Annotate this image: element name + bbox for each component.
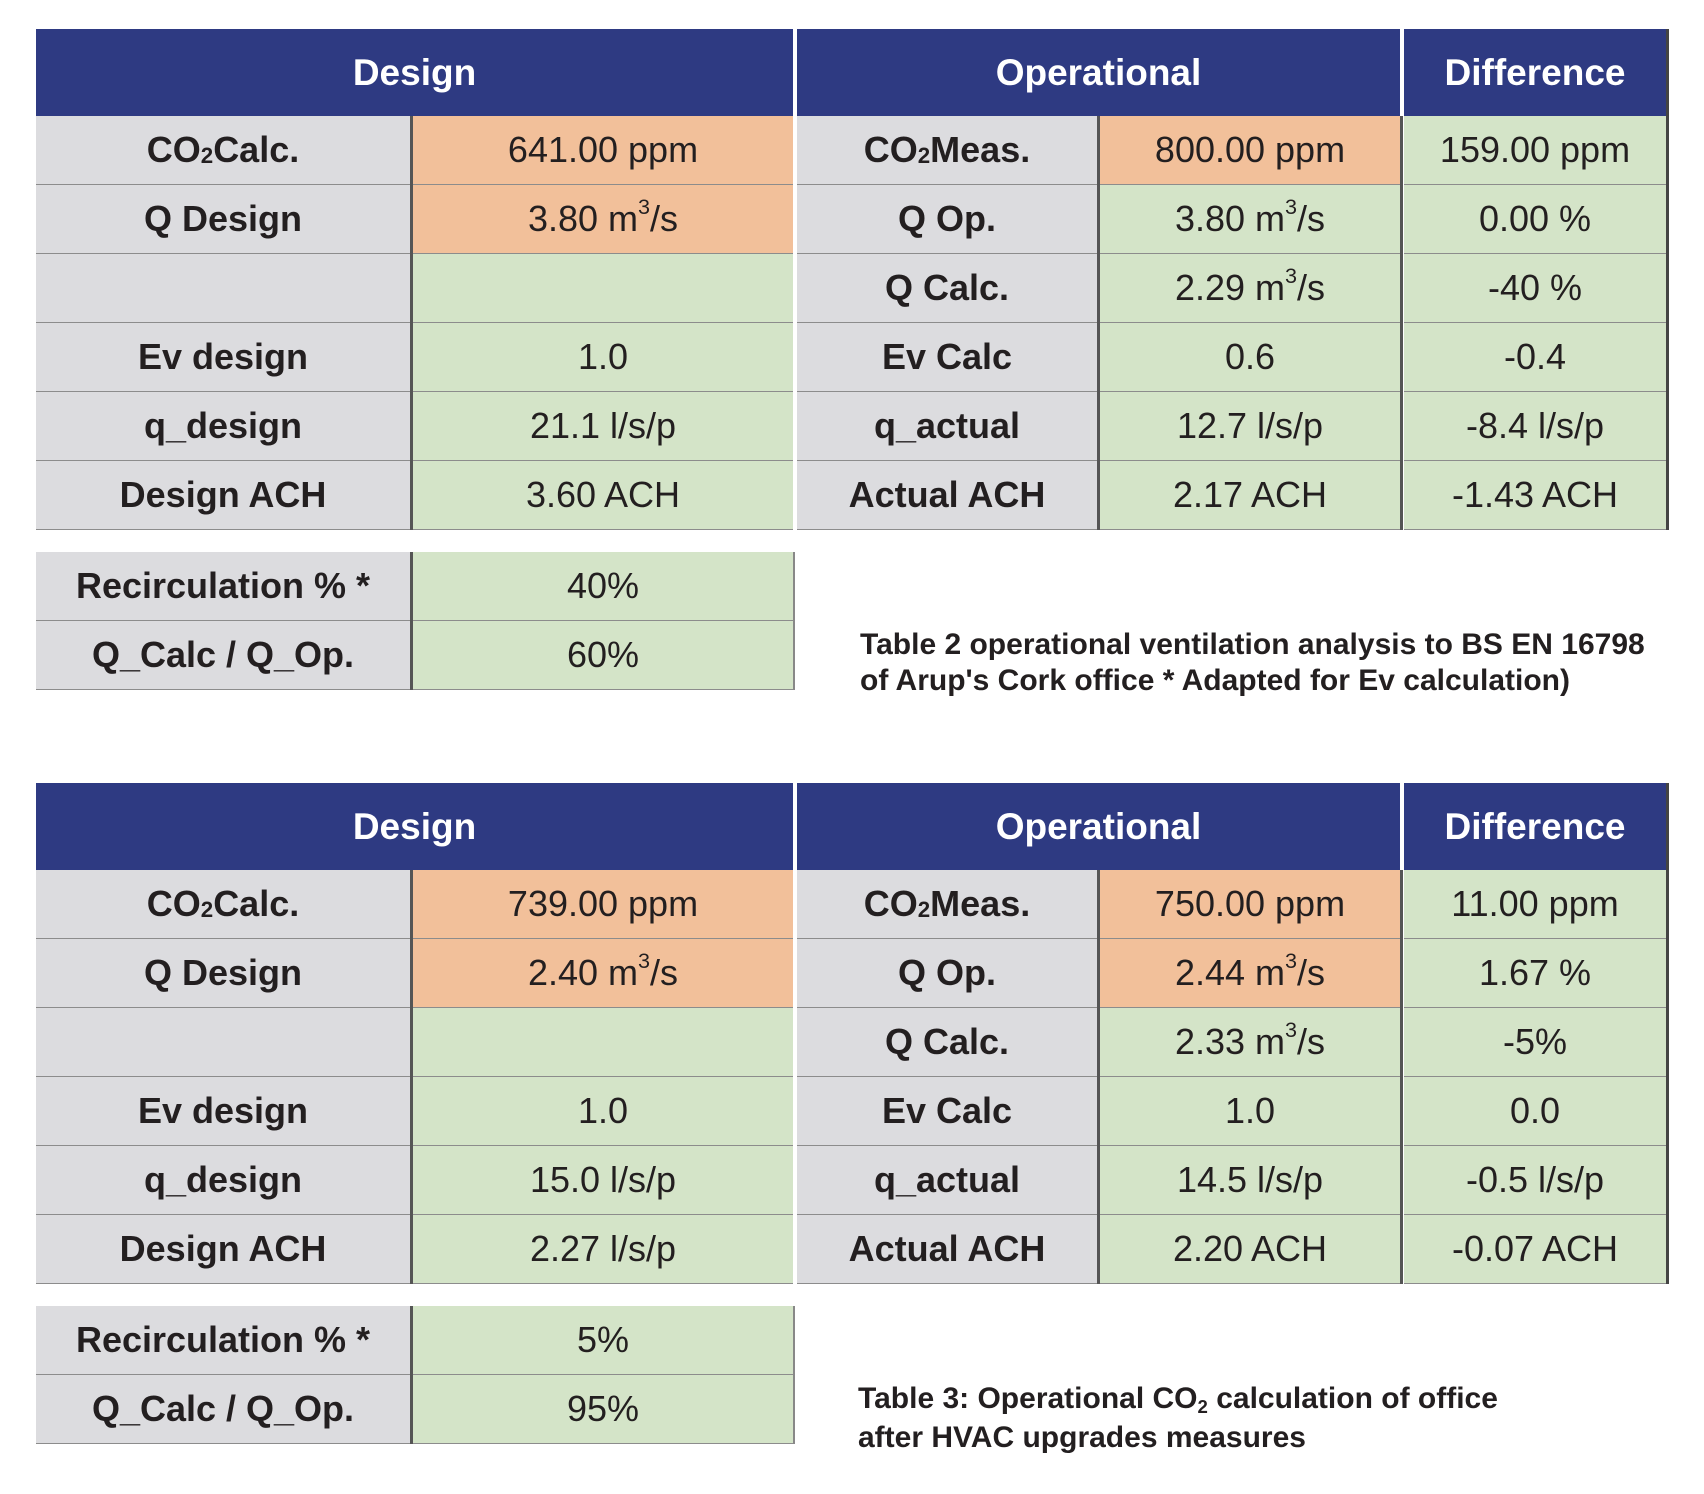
operational-label: q_actual xyxy=(797,1146,1097,1215)
operational-value: 800.00 ppm xyxy=(1100,116,1400,185)
design-value: 15.0 l/s/p xyxy=(413,1146,793,1215)
design-value: 21.1 l/s/p xyxy=(413,392,793,461)
design-label: Design ACH xyxy=(36,1215,410,1284)
table-caption: Table 2 operational ventilation analysis… xyxy=(860,627,1645,699)
difference-value: -0.07 ACH xyxy=(1404,1215,1666,1284)
column-divider xyxy=(1400,870,1403,1284)
caption-line: after HVAC upgrades measures xyxy=(858,1421,1306,1454)
operational-value: 2.44 m 3/s xyxy=(1100,939,1400,1008)
column-divider xyxy=(410,870,413,1284)
extra-value: 60% xyxy=(413,621,793,690)
operational-label: Q Calc. xyxy=(797,254,1097,323)
design-value: 641.00 ppm xyxy=(413,116,793,185)
difference-value: 159.00 ppm xyxy=(1404,116,1666,185)
operational-label: CO 2 Meas. xyxy=(797,870,1097,939)
design-label: CO 2 Calc. xyxy=(36,116,410,185)
difference-value: -0.5 l/s/p xyxy=(1404,1146,1666,1215)
operational-value: 2.33 m 3/s xyxy=(1100,1008,1400,1077)
operational-value: 12.7 l/s/p xyxy=(1100,392,1400,461)
caption-line: Table 2 operational ventilation analysis… xyxy=(860,628,1645,661)
design-label: Q Design xyxy=(36,939,410,1008)
extra-value: 95% xyxy=(413,1375,793,1444)
design-value xyxy=(413,254,793,323)
design-value: 2.40 m 3/s xyxy=(413,939,793,1008)
extra-label: Recirculation % * xyxy=(36,1306,410,1375)
difference-value: -0.4 xyxy=(1404,323,1666,392)
column-divider xyxy=(1097,870,1100,1284)
design-label xyxy=(36,254,410,323)
extra-value: 5% xyxy=(413,1306,793,1375)
extra-label: Q_Calc / Q_Op. xyxy=(36,621,410,690)
design-value: 1.0 xyxy=(413,323,793,392)
table-edge xyxy=(793,1306,795,1444)
operational-label: q_actual xyxy=(797,392,1097,461)
design-value xyxy=(413,1008,793,1077)
difference-value: 0.00 % xyxy=(1404,185,1666,254)
design-label: q_design xyxy=(36,1146,410,1215)
difference-value: 1.67 % xyxy=(1404,939,1666,1008)
column-divider xyxy=(410,1306,413,1444)
design-label: Q Design xyxy=(36,185,410,254)
caption-line: of Arup's Cork office * Adapted for Ev c… xyxy=(860,664,1570,697)
design-value: 2.27 l/s/p xyxy=(413,1215,793,1284)
operational-label: Q Op. xyxy=(797,939,1097,1008)
column-divider xyxy=(1400,116,1403,530)
table-edge xyxy=(1666,29,1669,530)
operational-value: 14.5 l/s/p xyxy=(1100,1146,1400,1215)
header-difference: Difference xyxy=(1404,29,1666,116)
operational-label: Q Op. xyxy=(797,185,1097,254)
design-label: CO 2 Calc. xyxy=(36,870,410,939)
difference-value: -40 % xyxy=(1404,254,1666,323)
design-label: Ev design xyxy=(36,1077,410,1146)
operational-value: 2.17 ACH xyxy=(1100,461,1400,530)
design-label: Design ACH xyxy=(36,461,410,530)
operational-label: Q Calc. xyxy=(797,1008,1097,1077)
table-edge xyxy=(793,552,795,690)
difference-value: -8.4 l/s/p xyxy=(1404,392,1666,461)
difference-value: -5% xyxy=(1404,1008,1666,1077)
design-label: q_design xyxy=(36,392,410,461)
column-divider xyxy=(410,116,413,530)
extra-label: Q_Calc / Q_Op. xyxy=(36,1375,410,1444)
design-value: 3.80 m 3/s xyxy=(413,185,793,254)
operational-label: Ev Calc xyxy=(797,323,1097,392)
table-3: Design Operational Difference CO 2 Calc. 739.… xyxy=(36,783,1669,1454)
design-value: 1.0 xyxy=(413,1077,793,1146)
extra-label: Recirculation % * xyxy=(36,552,410,621)
header-operational: Operational xyxy=(797,29,1400,116)
operational-value: 3.80 m 3/s xyxy=(1100,185,1400,254)
header-operational: Operational xyxy=(797,783,1400,870)
operational-value: 750.00 ppm xyxy=(1100,870,1400,939)
operational-label: Actual ACH xyxy=(797,461,1097,530)
extra-value: 40% xyxy=(413,552,793,621)
caption-line: Table 3: Operational CO2 calculation of … xyxy=(858,1382,1498,1417)
operational-value: 0.6 xyxy=(1100,323,1400,392)
difference-value: 0.0 xyxy=(1404,1077,1666,1146)
header-difference: Difference xyxy=(1404,783,1666,870)
column-divider xyxy=(410,552,413,690)
design-label: Ev design xyxy=(36,323,410,392)
design-label xyxy=(36,1008,410,1077)
header-design: Design xyxy=(36,783,793,870)
design-value: 3.60 ACH xyxy=(413,461,793,530)
column-divider xyxy=(1097,116,1100,530)
design-value: 739.00 ppm xyxy=(413,870,793,939)
operational-label: Ev Calc xyxy=(797,1077,1097,1146)
difference-value: -1.43 ACH xyxy=(1404,461,1666,530)
operational-label: CO 2 Meas. xyxy=(797,116,1097,185)
operational-value: 2.29 m 3/s xyxy=(1100,254,1400,323)
table-2: Design Operational Difference CO 2 Calc. 641.… xyxy=(36,29,1669,697)
difference-value: 11.00 ppm xyxy=(1404,870,1666,939)
header-design: Design xyxy=(36,29,793,116)
table-edge xyxy=(1666,783,1669,1284)
table-caption: Table 3: Operational CO2 calculation of … xyxy=(858,1381,1498,1456)
operational-value: 1.0 xyxy=(1100,1077,1400,1146)
operational-label: Actual ACH xyxy=(797,1215,1097,1284)
operational-value: 2.20 ACH xyxy=(1100,1215,1400,1284)
